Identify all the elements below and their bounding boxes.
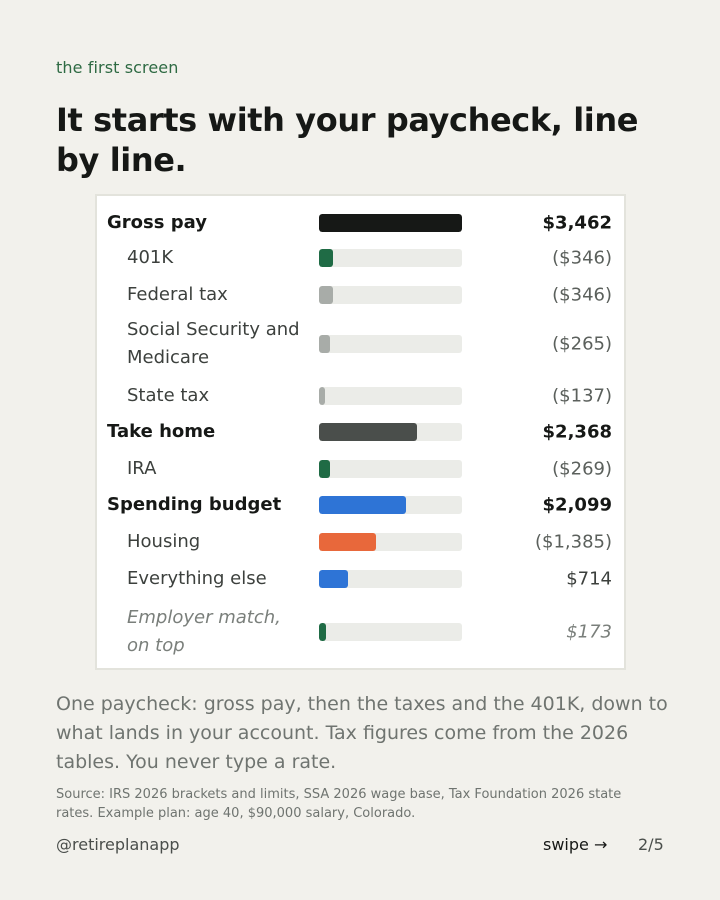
breakdown-row: Employer match, on top $173 — [97, 599, 624, 665]
row-label: Housing — [127, 531, 201, 552]
row-amount: ($346) — [552, 284, 612, 306]
row-amount: ($137) — [552, 385, 612, 407]
bar-fill — [319, 460, 331, 478]
row-amount: $714 — [566, 568, 612, 590]
row-amount: $173 — [566, 621, 612, 643]
row-label: 401K — [127, 247, 174, 268]
row-amount: $3,462 — [542, 212, 612, 234]
source-note: Source: IRS 2026 brackets and limits, SS… — [56, 787, 622, 821]
bar-track — [319, 335, 462, 353]
eyebrow-label: the first screen — [56, 58, 179, 77]
bar-track — [319, 623, 462, 641]
bar-track — [319, 460, 462, 478]
bar-fill — [319, 387, 325, 405]
paycheck-breakdown-card: Gross pay $3,462 401K ($346) Federal tax… — [95, 194, 626, 670]
bar-fill — [319, 533, 377, 551]
bar-fill — [319, 249, 334, 267]
swipe-hint[interactable]: swipe → — [543, 835, 608, 854]
row-label: Take home — [107, 421, 216, 442]
breakdown-row: Everything else $714 — [97, 562, 624, 596]
row-amount: ($269) — [552, 458, 612, 480]
breakdown-row: State tax ($137) — [97, 379, 624, 413]
row-label: Social Security and Medicare — [127, 319, 300, 368]
breakdown-row: Spending budget $2,099 — [97, 488, 624, 522]
breakdown-row: Take home $2,368 — [97, 415, 624, 449]
bar-fill — [319, 286, 334, 304]
row-amount: ($1,385) — [534, 531, 612, 553]
breakdown-row: Social Security and Medicare ($265) — [97, 314, 624, 374]
breakdown-row: Housing ($1,385) — [97, 525, 624, 559]
bar-track — [319, 249, 462, 267]
row-label: Spending budget — [107, 494, 282, 515]
bar-fill — [319, 214, 462, 232]
bar-fill — [319, 623, 327, 641]
breakdown-row: IRA ($269) — [97, 452, 624, 486]
bar-track — [319, 387, 462, 405]
row-amount: ($346) — [552, 247, 612, 269]
bar-track — [319, 533, 462, 551]
row-label: State tax — [127, 385, 210, 406]
row-label: Federal tax — [127, 284, 228, 305]
row-label: Employer match, on top — [127, 607, 281, 656]
breakdown-row: Federal tax ($346) — [97, 278, 624, 312]
page-indicator: 2/5 — [638, 835, 664, 854]
bar-track — [319, 496, 462, 514]
row-label: Gross pay — [107, 212, 207, 233]
breakdown-row: Gross pay $3,462 — [97, 206, 624, 240]
bar-fill — [319, 335, 330, 353]
bar-track — [319, 286, 462, 304]
bar-fill — [319, 423, 417, 441]
explanation-text: One paycheck: gross pay, then the taxes … — [56, 693, 668, 773]
bar-track — [319, 214, 462, 232]
row-amount: ($265) — [552, 333, 612, 355]
bar-track — [319, 423, 462, 441]
breakdown-row: 401K ($346) — [97, 241, 624, 275]
row-amount: $2,099 — [542, 494, 612, 516]
bar-fill — [319, 496, 406, 514]
row-label: IRA — [127, 458, 157, 479]
row-amount: $2,368 — [542, 421, 612, 443]
bar-fill — [319, 570, 349, 588]
row-label: Everything else — [127, 568, 267, 589]
account-handle: @retireplanapp — [56, 835, 180, 854]
bar-track — [319, 570, 462, 588]
headline: It starts with your paycheck, line by li… — [56, 101, 639, 179]
